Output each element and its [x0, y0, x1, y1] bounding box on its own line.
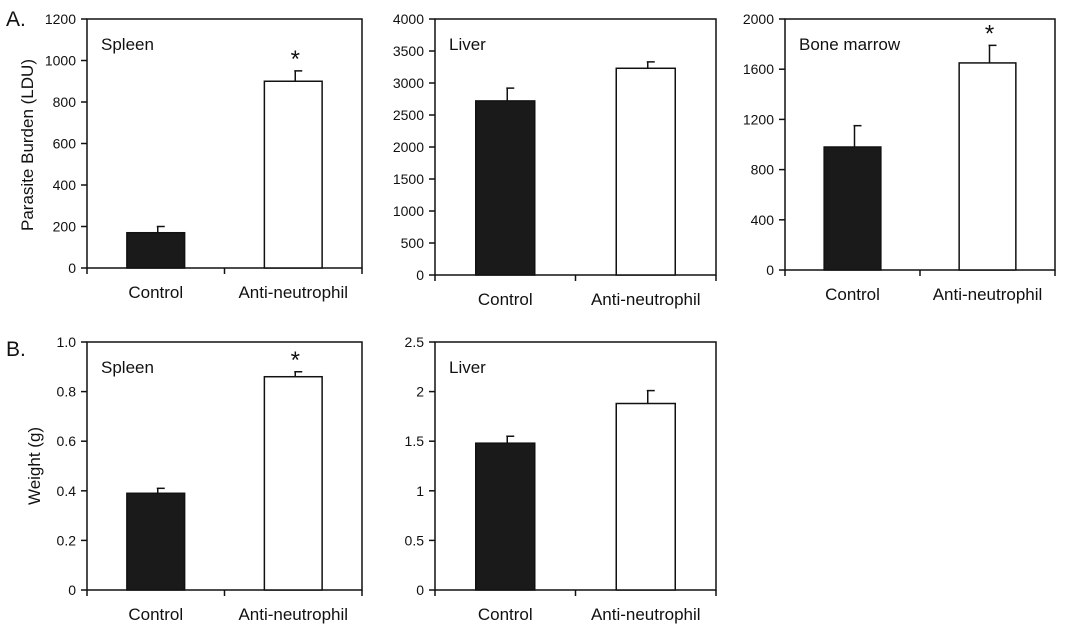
- significance-marker: *: [985, 20, 994, 47]
- y-tick-label: 1200: [45, 11, 76, 27]
- y-tick-label: 1200: [743, 111, 774, 127]
- y-tick-label: 800: [53, 94, 77, 110]
- y-tick-label: 0.2: [57, 532, 77, 548]
- y-tick-label: 0.8: [57, 384, 77, 400]
- y-tick-label: 2500: [393, 107, 424, 123]
- chart-2: 0 500 1000 1500 2000 2500 3000 3500 4000 Liver Con…: [393, 11, 717, 309]
- x-category-label: Anti-neutrophil: [238, 283, 348, 302]
- chart-4: 0 0.2 0.4 0.6 0.8 1.0 Spleen Control * Anti-neutr…: [57, 334, 363, 624]
- panel-a-y-axis-label: Parasite Burden (LDU): [18, 59, 37, 231]
- x-category-label: Control: [478, 290, 533, 309]
- y-tick-label: 2.5: [405, 334, 425, 350]
- chart-3: 0 400 800 1200 1600 2000 Bone marrow Control * An…: [743, 11, 1056, 304]
- y-tick-label: 600: [53, 136, 77, 152]
- bar-control: [126, 231, 186, 269]
- y-tick-label: 1.5: [405, 433, 425, 449]
- y-tick-label: 0: [766, 262, 774, 278]
- y-tick-label: 1: [416, 483, 424, 499]
- bar-anti-neutrophil: [615, 67, 677, 276]
- y-tick-label: 1.0: [57, 334, 77, 350]
- y-tick-label: 0.5: [405, 532, 425, 548]
- bar-anti-neutrophil: [615, 402, 677, 591]
- y-tick-label: 0: [416, 267, 424, 283]
- y-tick-label: 0.6: [57, 433, 77, 449]
- charts-group: 020040060080010001200SpleenControl*Anti-…: [45, 11, 1056, 624]
- y-tick-label: 2000: [393, 139, 424, 155]
- chart-title: Spleen: [101, 35, 154, 54]
- bar-control: [474, 100, 536, 276]
- y-tick-label: 400: [751, 212, 775, 228]
- panel-b-letter: B.: [6, 338, 26, 361]
- y-tick-label: 1000: [393, 203, 424, 219]
- y-tick-label: 400: [53, 177, 77, 193]
- y-tick-label: 0: [68, 260, 76, 276]
- x-category-label: Anti-neutrophil: [591, 605, 701, 624]
- y-tick-label: 3500: [393, 43, 424, 59]
- x-category-label: Control: [128, 605, 183, 624]
- bar-anti-neutrophil: [263, 80, 323, 269]
- bar-control: [474, 442, 536, 591]
- y-tick-label: 1500: [393, 171, 424, 187]
- x-category-label: Control: [825, 285, 880, 304]
- panel-b-y-axis-label: Weight (g): [25, 427, 44, 505]
- x-category-label: Control: [128, 283, 183, 302]
- y-tick-label: 800: [751, 162, 775, 178]
- chart-1: 0 200 400 600 800 1000 1200 Spleen Control * Anti-…: [45, 11, 363, 302]
- y-tick-label: 3000: [393, 75, 424, 91]
- significance-marker: *: [291, 46, 300, 73]
- significance-marker: *: [291, 347, 300, 374]
- y-tick-label: 500: [401, 235, 425, 251]
- y-tick-label: 2000: [743, 11, 774, 27]
- y-tick-label: 1600: [743, 61, 774, 77]
- bar-anti-neutrophil: [958, 62, 1017, 271]
- chart-title: Liver: [449, 35, 486, 54]
- y-tick-label: 0.4: [57, 483, 77, 499]
- bar-anti-neutrophil: [263, 375, 323, 591]
- chart-5: 0 0.5 1 1.5 2 2.5 Liver Control Anti-neutrophil: [405, 334, 717, 624]
- y-tick-label: 200: [53, 219, 77, 235]
- panel-a-letter: A.: [6, 8, 26, 31]
- y-tick-label: 2: [416, 384, 424, 400]
- bar-control: [126, 492, 186, 591]
- x-category-label: Anti-neutrophil: [238, 605, 348, 624]
- y-tick-label: 1000: [45, 53, 76, 69]
- bar-control: [823, 146, 882, 271]
- y-tick-label: 4000: [393, 11, 424, 27]
- x-category-label: Anti-neutrophil: [933, 285, 1043, 304]
- y-tick-label: 0: [68, 582, 76, 598]
- x-category-label: Anti-neutrophil: [591, 290, 701, 309]
- chart-title: Spleen: [101, 358, 154, 377]
- y-tick-label: 0: [416, 582, 424, 598]
- chart-title: Liver: [449, 358, 486, 377]
- chart-title: Bone marrow: [799, 35, 901, 54]
- x-category-label: Control: [478, 605, 533, 624]
